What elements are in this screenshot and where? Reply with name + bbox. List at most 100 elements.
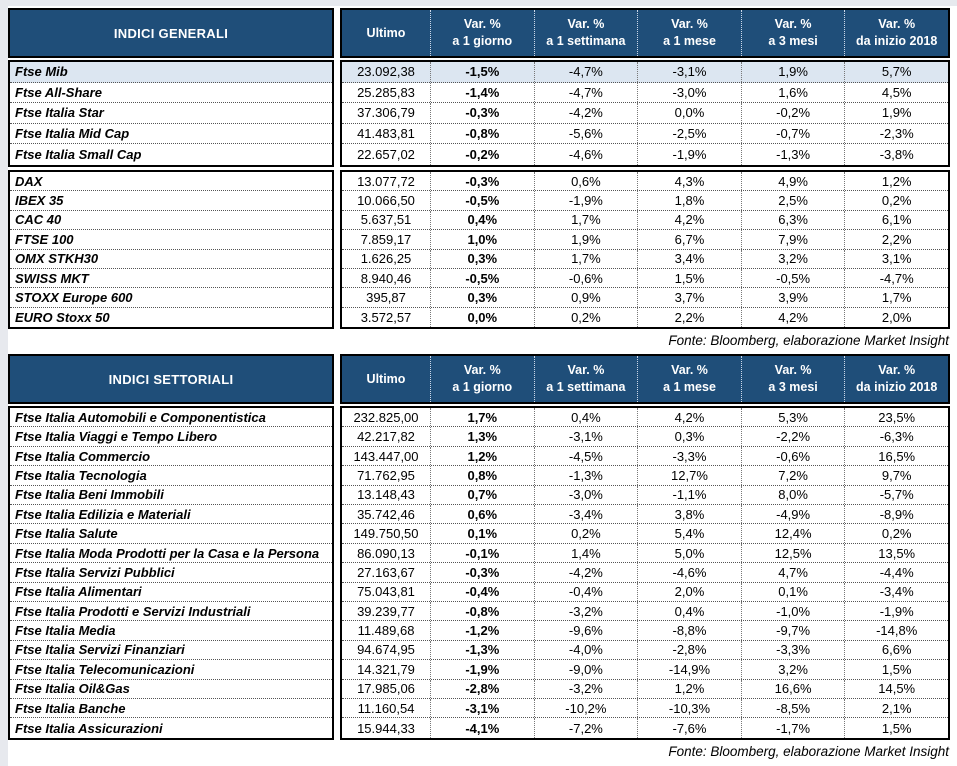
var-value: 13,5%: [844, 543, 948, 563]
var-value: 2,0%: [637, 582, 741, 601]
var-value: 0,3%: [637, 427, 741, 446]
var-value: -0,3%: [430, 171, 534, 191]
table-row-label: FTSE 100: [10, 230, 332, 250]
var-value: -0,5%: [740, 268, 845, 288]
var-value: -0,6%: [740, 446, 845, 466]
source-caption: Fonte: Bloomberg, elaborazione Market In…: [668, 333, 949, 349]
table-row: 3.572,57 0,0% 0,2% 2,2% 4,2% 2,0%: [342, 307, 948, 328]
var-value: -8,9%: [844, 505, 948, 524]
index-name-column: Ftse Mib Ftse All-Share Ftse Italia Star Ft…: [8, 60, 334, 167]
var-value: -1,1%: [637, 485, 741, 505]
column-header-var: Var. % da inizio 2018: [844, 10, 948, 56]
var-value: -14,8%: [844, 621, 948, 640]
var-label-line2: a 1 mese: [663, 380, 716, 395]
var-value: -3,1%: [430, 698, 534, 718]
table-row: 42.217,82 1,3% -3,1% 0,3% -2,2% -6,3%: [342, 427, 948, 447]
table-row-label: EURO Stoxx 50: [15, 309, 110, 325]
table-row: 10.066,50 -0,5% -1,9% 1,8% 2,5% 0,2%: [342, 191, 948, 211]
var-value: -0,1%: [430, 543, 534, 563]
var-value: -3,0%: [637, 82, 741, 103]
var-label-line2: a 3 mesi: [768, 34, 818, 48]
tables-container: INDICI GENERALI Ultimo Var. % a 1 giorno V…: [8, 8, 950, 762]
var-value: 1,5%: [637, 268, 741, 288]
var-value: 0,1%: [430, 524, 534, 543]
var-value: -3,4%: [533, 505, 638, 524]
table-row-label: Ftse Italia Automobili e Componentistica: [10, 408, 332, 428]
ultimo-value: 27.163,67: [357, 564, 415, 580]
var-value: -4,7%: [844, 268, 948, 288]
table-row: 71.762,95 0,8% -1,3% 12,7% 7,2% 9,7%: [342, 466, 948, 486]
ultimo-value: 17.985,06: [357, 681, 415, 697]
var-value: 1,5%: [844, 660, 948, 679]
table-row-label: Ftse All-Share: [10, 83, 332, 104]
var-label-line2: a 3 mesi: [768, 380, 818, 395]
var-value: -7,6%: [637, 718, 741, 738]
var-value: 3,8%: [637, 505, 741, 524]
table-row: 13.077,72 -0,3% 0,6% 4,3% 4,9% 1,2%: [342, 171, 948, 192]
table-row-label: Ftse Italia Media: [10, 621, 332, 641]
table-row-label: Ftse Italia Beni Immobili: [10, 486, 332, 506]
ultimo-value: 149.750,50: [353, 526, 419, 542]
table-row: 27.163,67 -0,3% -4,2% -4,6% 4,7% -4,4%: [342, 563, 948, 583]
var-label-line2: a 1 settimana: [546, 380, 626, 395]
var-value: -1,9%: [430, 660, 534, 679]
var-value: 1,8%: [637, 191, 741, 210]
var-value: -1,3%: [430, 640, 534, 660]
var-value: 5,7%: [844, 62, 948, 82]
var-label-line2: da inizio 2018: [856, 380, 938, 395]
var-value: 7,9%: [740, 230, 845, 249]
var-label-line1: Var. %: [567, 17, 605, 31]
var-value: -1,3%: [740, 144, 845, 165]
var-value: -0,2%: [740, 103, 845, 123]
ultimo-value: 94.674,95: [357, 642, 415, 658]
var-value: -5,6%: [533, 123, 638, 144]
var-value: -0,3%: [430, 103, 534, 123]
ultimo-value: 5.637,51: [360, 212, 412, 228]
var-value: 1,7%: [533, 249, 638, 268]
var-value: 0,7%: [430, 485, 534, 505]
var-value: 1,2%: [430, 446, 534, 466]
var-value: -4,5%: [533, 446, 638, 466]
var-value: 0,3%: [430, 288, 534, 307]
table-row: 17.985,06 -2,8% -3,2% 1,2% 16,6% 14,5%: [342, 679, 948, 699]
var-value: 3,2%: [740, 249, 845, 268]
table-column-headers: Ultimo Var. % a 1 giorno Var. % a 1 settima…: [340, 354, 950, 405]
var-value: 0,4%: [637, 602, 741, 621]
column-header-label: Ultimo: [366, 25, 406, 40]
ultimo-value: 75.043,81: [357, 584, 415, 600]
ultimo-value: 41.483,81: [357, 126, 415, 142]
var-value: -4,9%: [740, 505, 845, 524]
var-value: 0,1%: [740, 582, 845, 601]
column-header-var: Var. % da inizio 2018: [844, 356, 948, 403]
var-value: -3,4%: [844, 582, 948, 601]
var-value: -1,9%: [637, 144, 741, 165]
ultimo-value: 42.217,82: [357, 429, 415, 445]
var-value: -4,2%: [533, 563, 638, 582]
var-value: 5,3%: [740, 408, 845, 427]
var-value: 3,1%: [844, 249, 948, 268]
var-value: -1,3%: [533, 466, 638, 485]
var-value: -9,0%: [533, 660, 638, 679]
var-value: 1,2%: [844, 171, 948, 191]
index-table: INDICI SETTORIALI Ultimo Var. % a 1 giorn…: [8, 354, 950, 762]
var-value: -1,9%: [533, 191, 638, 210]
column-header-var: Var. % a 1 mese: [637, 10, 741, 56]
var-value: -4,7%: [533, 62, 638, 82]
ultimo-value: 1.626,25: [360, 251, 412, 267]
table-row-label: Ftse Italia Commercio: [10, 447, 332, 467]
var-value: 6,3%: [740, 210, 845, 230]
table-row-label: OMX STKH30: [10, 250, 332, 269]
var-value: 12,7%: [637, 466, 741, 485]
var-value: 1,7%: [844, 288, 948, 307]
var-value: -4,0%: [533, 640, 638, 660]
var-value: -2,3%: [844, 123, 948, 144]
var-value: -1,4%: [430, 82, 534, 103]
var-label-line2: da inizio 2018: [856, 34, 938, 48]
var-value: 3,9%: [740, 288, 845, 307]
var-value: -14,9%: [637, 660, 741, 679]
var-value: -2,2%: [740, 427, 845, 446]
ultimo-value: 13.077,72: [357, 173, 415, 189]
var-value: 4,2%: [637, 408, 741, 427]
var-value: 0,2%: [533, 307, 638, 328]
